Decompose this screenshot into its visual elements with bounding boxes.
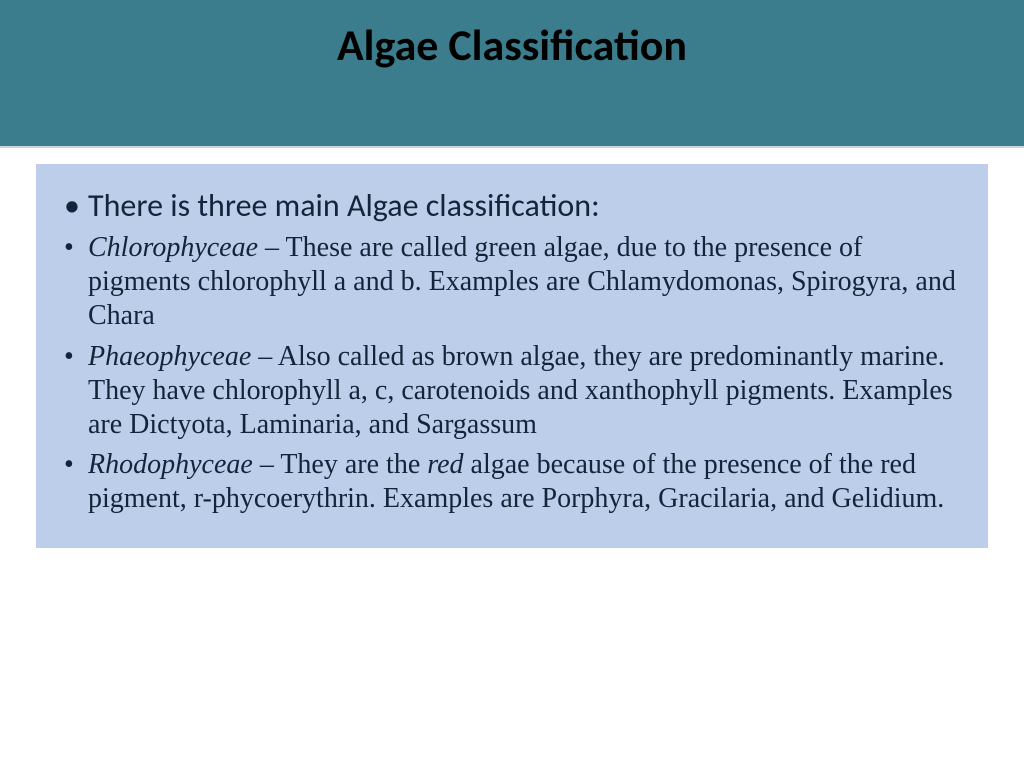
list-item: Phaeophyceae – Also called as brown alga… xyxy=(58,340,966,442)
term-rhodophyceae: Rhodophyceae xyxy=(88,449,253,480)
list-item: Rhodophyceae – They are the red algae be… xyxy=(58,448,966,516)
page-title: Algae Classification xyxy=(337,18,687,72)
item-body-pre: They are the xyxy=(280,449,427,480)
content-panel: There is three main Algae classification… xyxy=(36,164,988,548)
bullet-list: There is three main Algae classification… xyxy=(58,186,966,516)
separator: – xyxy=(253,449,281,480)
title-header: Algae Classification xyxy=(0,0,1024,148)
list-item: Chlorophyceae – These are called green a… xyxy=(58,231,966,333)
separator: – xyxy=(258,232,286,263)
separator: – xyxy=(251,341,277,372)
term-chlorophyceae: Chlorophyceae xyxy=(88,232,258,263)
term-phaeophyceae: Phaeophyceae xyxy=(88,341,251,372)
intro-bullet: There is three main Algae classification… xyxy=(58,186,966,225)
item-body-em: red xyxy=(427,449,463,480)
